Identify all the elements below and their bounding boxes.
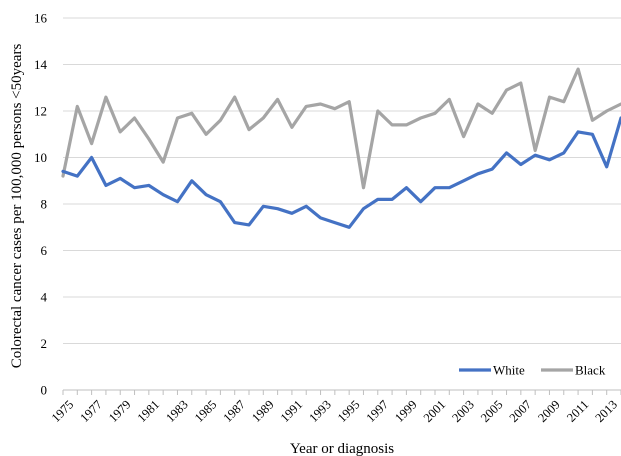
x-tick-label: 1989 [249,397,277,425]
x-tick-label: 1993 [306,397,334,425]
y-axis-label: Colorectal cancer cases per 100,000 pers… [9,44,25,369]
x-tick-label: 1987 [220,397,248,425]
x-tick-label: 1975 [49,397,77,425]
x-tick-label: 1995 [335,397,363,425]
x-tick-label: 1977 [77,397,105,425]
series-lines [61,67,621,229]
x-tick-label: 2011 [564,397,591,424]
x-tick-label: 2009 [535,397,563,425]
x-tick-label: 1979 [106,397,134,425]
x-tick-label: 2003 [449,397,477,425]
x-tick-label: 2005 [478,397,506,425]
y-tick-label: 14 [34,57,48,72]
y-tick-label: 2 [41,336,48,351]
legend-label-white: White [493,363,525,378]
x-tick-label: 1981 [135,397,163,425]
legend: White Black [459,363,606,378]
x-tick-label: 1983 [163,397,191,425]
x-tick-label: 2001 [421,397,449,425]
series-line-black [61,67,621,190]
x-tick-label: 1991 [278,397,306,425]
series-line-white [61,116,621,229]
gridlines [63,17,621,344]
legend-label-black: Black [575,363,606,378]
x-axis-label: Year or diagnosis [290,441,394,456]
x-axis: 1975 1977 1979 1981 1983 1985 1987 1989 1991 1993… [49,389,621,425]
y-tick-label: 8 [41,197,48,212]
y-tick-label: 4 [41,290,48,305]
y-axis-ticks: 0 2 4 6 8 10 12 14 16 [34,11,48,398]
x-tick-label: 1985 [192,397,220,425]
y-tick-label: 0 [41,383,48,398]
x-tick-label: 1999 [392,397,420,425]
y-tick-label: 12 [34,104,47,119]
x-tick-label: 2007 [507,397,535,425]
x-tick-label: 1997 [364,397,392,425]
y-tick-label: 16 [34,11,48,26]
x-tick-label: 2013 [592,397,620,425]
y-tick-label: 10 [34,150,47,165]
y-tick-label: 6 [41,243,48,258]
